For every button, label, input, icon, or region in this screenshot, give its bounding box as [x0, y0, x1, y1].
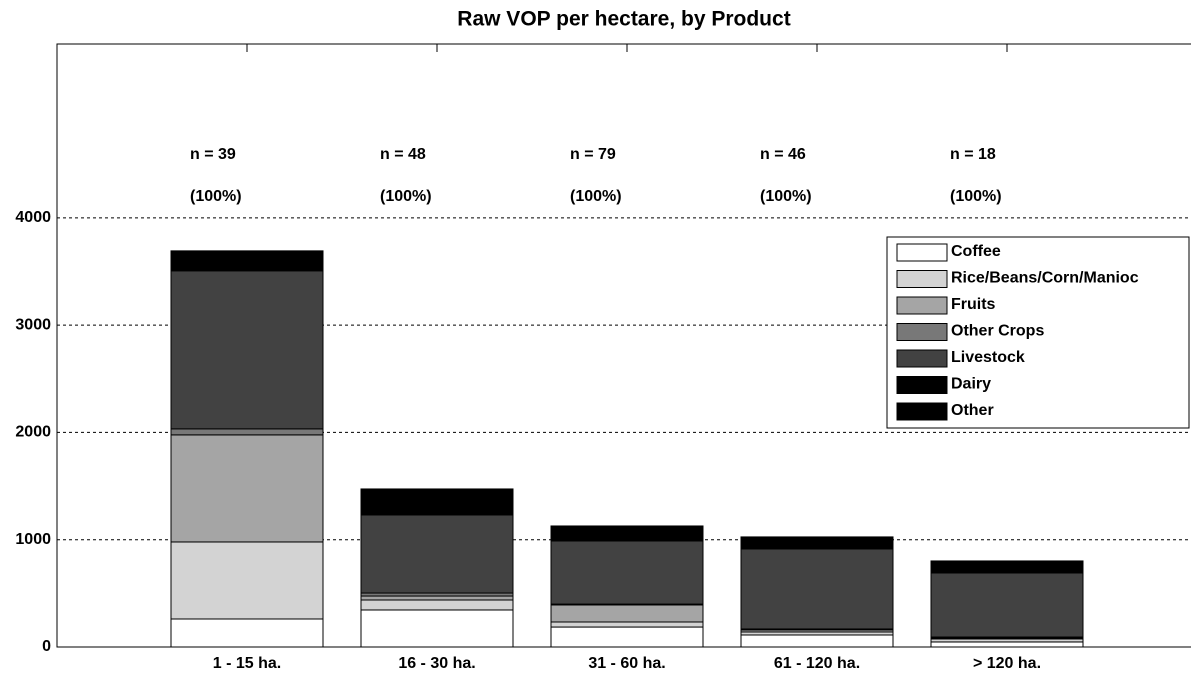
bar-segment	[170, 250, 324, 253]
bar-segment	[930, 641, 1084, 648]
bar-segment	[170, 541, 324, 620]
x-tick-label: > 120 ha.	[973, 655, 1041, 672]
x-tick-label: 16 - 30 ha.	[398, 655, 475, 672]
bar-segment	[170, 618, 324, 648]
x-tick-label: 31 - 60 ha.	[588, 655, 665, 672]
legend-swatch	[896, 243, 948, 262]
y-tick-label: 1000	[15, 531, 51, 548]
bar-segment	[740, 537, 894, 550]
legend-label: Rice/Beans/Corn/Manioc	[951, 270, 1139, 287]
legend-label: Other	[951, 402, 994, 419]
legend-swatch	[896, 402, 948, 421]
bar-segment	[360, 599, 514, 611]
chart-title: Raw VOP per hectare, by Product	[457, 8, 790, 31]
legend-swatch	[896, 270, 948, 288]
bar-segment	[170, 251, 324, 272]
legend-swatch	[896, 323, 948, 341]
bar-segment	[740, 536, 894, 539]
annotation-pct: (100%)	[190, 188, 242, 205]
legend-label: Other Crops	[951, 323, 1044, 340]
bar-segment	[550, 526, 704, 542]
annotation-n: n = 18	[950, 146, 996, 163]
y-tick-label: 3000	[15, 316, 51, 333]
bar-segment	[740, 634, 894, 648]
bar-segment	[170, 270, 324, 430]
bar-segment	[360, 595, 514, 601]
annotation-pct: (100%)	[950, 188, 1002, 205]
annotation-pct: (100%)	[380, 188, 432, 205]
annotation-n: n = 79	[570, 146, 616, 163]
bar-segment	[930, 572, 1084, 638]
y-tick-label: 2000	[15, 424, 51, 441]
annotation-n: n = 46	[760, 146, 806, 163]
bar-segment	[550, 626, 704, 648]
bar-segment	[550, 604, 704, 623]
bar-segment	[930, 560, 1084, 563]
legend-swatch	[896, 296, 948, 315]
legend-label: Dairy	[951, 376, 991, 393]
bar-segment	[360, 488, 514, 491]
bar-segment	[550, 540, 704, 605]
bar-segment	[550, 621, 704, 628]
bar-segment	[360, 609, 514, 648]
annotation-pct: (100%)	[570, 188, 622, 205]
legend-swatch	[896, 349, 948, 368]
annotation-n: n = 48	[380, 146, 426, 163]
bar-segment	[360, 514, 514, 594]
x-tick-label: 61 - 120 ha.	[774, 655, 860, 672]
bar-segment	[930, 561, 1084, 574]
annotation-pct: (100%)	[760, 188, 812, 205]
bar-segment	[170, 428, 324, 436]
annotation-n: n = 39	[190, 146, 236, 163]
bar-segment	[740, 548, 894, 630]
legend-swatch	[896, 376, 948, 394]
y-tick-label: 0	[42, 638, 51, 655]
y-tick-label: 4000	[15, 209, 51, 226]
legend-label: Fruits	[951, 296, 996, 313]
bar-segment	[360, 489, 514, 516]
x-tick-label: 1 - 15 ha.	[213, 655, 281, 672]
legend-label: Livestock	[951, 349, 1025, 366]
bar-segment	[170, 434, 324, 543]
bar-segment	[550, 525, 704, 528]
legend-label: Coffee	[951, 243, 1001, 260]
